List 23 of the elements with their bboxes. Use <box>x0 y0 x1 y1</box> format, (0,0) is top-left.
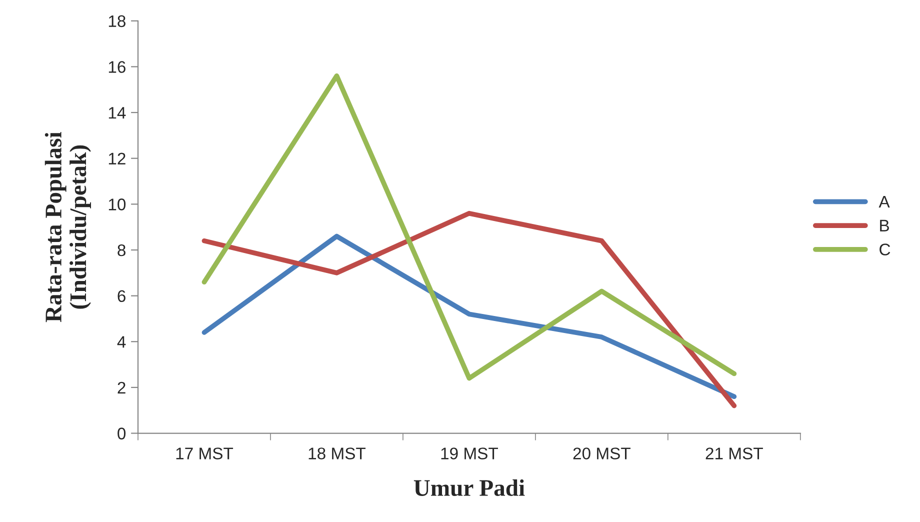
y-tick-label: 8 <box>118 244 126 256</box>
y-tick-label: 12 <box>108 152 126 164</box>
line-series <box>202 73 737 381</box>
legend-label: A <box>878 196 890 208</box>
legend-label: B <box>880 220 889 232</box>
x-axis-title: Umur Padi <box>414 479 525 496</box>
x-tick-label: 18 MST <box>308 448 366 460</box>
y-tick-label: 18 <box>108 15 126 28</box>
y-tick-label: 6 <box>118 290 126 302</box>
x-tick-label: 17 MST <box>176 448 234 460</box>
x-tick-label: 20 MST <box>573 448 630 460</box>
y-axis-title: Rata-rata Populasi (Individu/petak) <box>44 132 91 322</box>
line-series <box>202 210 737 408</box>
x-tick-label: 21 MST <box>706 448 763 460</box>
y-tick-label: 10 <box>108 198 126 210</box>
line-series <box>202 234 737 400</box>
y-tick-label: 2 <box>118 382 126 394</box>
x-tick-label: 19 MST <box>441 448 498 460</box>
y-tick-label: 0 <box>118 428 126 440</box>
legend-label: C <box>880 244 890 256</box>
y-tick-label: 4 <box>117 336 126 348</box>
y-tick-label: 16 <box>108 61 126 73</box>
y-tick-label: 14 <box>108 107 126 119</box>
